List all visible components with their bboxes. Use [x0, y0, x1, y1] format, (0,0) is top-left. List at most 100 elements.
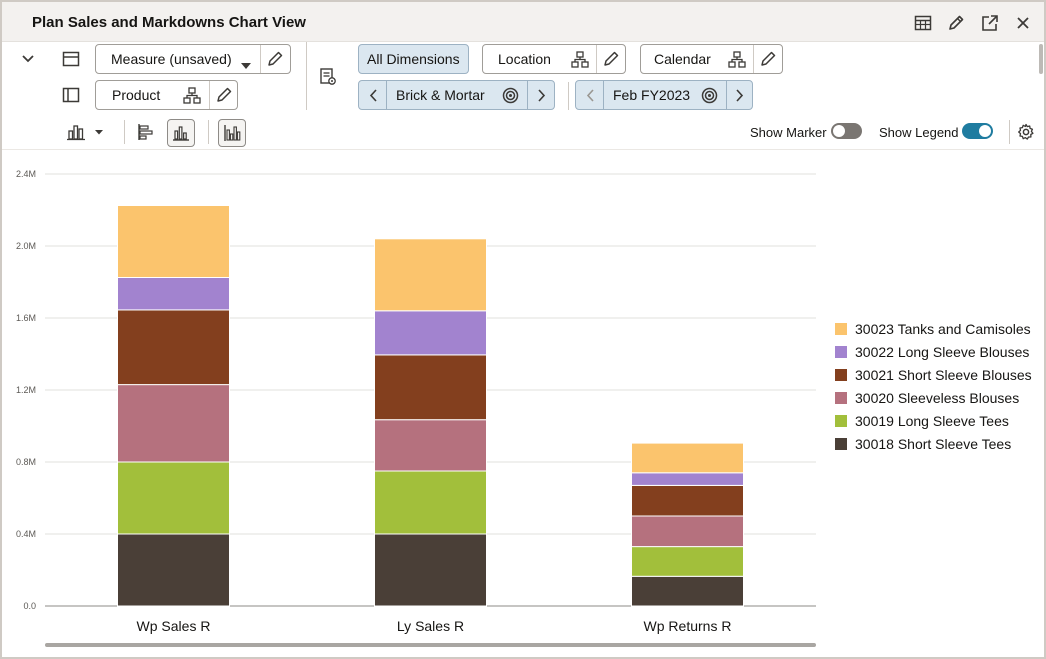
settings-gear-icon[interactable] — [1015, 121, 1037, 143]
hierarchy-icon[interactable] — [183, 87, 201, 107]
layout-column-icon[interactable] — [60, 85, 82, 105]
dropdown-caret-icon[interactable] — [241, 56, 251, 72]
bar-chart-type-icon[interactable] — [66, 123, 106, 141]
toolbar-divider — [1009, 120, 1010, 144]
legend-swatch — [835, 392, 847, 404]
legend-item[interactable]: 30023 Tanks and Camisoles — [835, 320, 1031, 338]
chevron-right-icon[interactable] — [735, 89, 744, 105]
y-tick-label: 1.2M — [16, 385, 36, 395]
show-legend-label: Show Legend — [879, 125, 959, 140]
y-tick-label: 0.4M — [16, 529, 36, 539]
bar-segment — [631, 515, 744, 548]
horizontal-bar-icon[interactable] — [134, 120, 158, 144]
bar-segment — [631, 575, 744, 607]
calendar-label: Calendar — [654, 51, 711, 67]
edit-product-pencil-icon[interactable] — [215, 86, 233, 107]
dimension-toolbar: Measure (unsaved) Product All Dimensions… — [2, 42, 1044, 150]
calendar-navigator[interactable]: Feb FY2023 — [575, 80, 753, 110]
legend-label: 30021 Short Sleeve Blouses — [855, 367, 1032, 383]
bar-segment — [117, 277, 230, 311]
legend-swatch — [835, 346, 847, 358]
product-label: Product — [112, 87, 161, 103]
measure-label: Measure (unsaved) — [111, 51, 232, 67]
location-label: Location — [498, 51, 551, 67]
pill-divider — [753, 45, 754, 73]
legend-label: 30023 Tanks and Camisoles — [855, 321, 1031, 337]
layout-row-icon[interactable] — [60, 49, 82, 69]
horizontal-scrollbar[interactable] — [45, 643, 816, 647]
chart-type-selector[interactable] — [62, 121, 110, 143]
bar-segment — [374, 354, 487, 421]
legend-swatch — [835, 415, 847, 427]
bar-segment — [117, 309, 230, 386]
chevron-right-icon[interactable] — [537, 89, 546, 105]
legend-label: 30018 Short Sleeve Tees — [855, 436, 1012, 452]
x-tick-label: Wp Returns R — [644, 618, 732, 634]
legend-item[interactable]: 30020 Sleeveless Blouses — [835, 389, 1019, 407]
legend-item[interactable]: 30018 Short Sleeve Tees — [835, 435, 1011, 453]
location-value: Brick & Mortar — [396, 87, 485, 103]
edit-pencil-icon[interactable] — [945, 12, 967, 34]
edit-calendar-pencil-icon[interactable] — [759, 50, 777, 71]
expand-icon[interactable] — [979, 12, 1001, 34]
bar-segment — [374, 419, 487, 472]
legend-label: 30019 Long Sleeve Tees — [855, 413, 1009, 429]
bar-segment — [117, 205, 230, 278]
x-tick-label: Ly Sales R — [397, 618, 464, 634]
chevron-left-icon[interactable] — [586, 89, 595, 105]
legend-item[interactable]: 30019 Long Sleeve Tees — [835, 412, 1009, 430]
bar-segment — [631, 484, 744, 517]
calendar-dimension[interactable]: Calendar — [640, 44, 783, 74]
y-tick-label: 1.6M — [16, 313, 36, 323]
vertical-bar-icon[interactable] — [167, 119, 195, 147]
chevron-left-icon[interactable] — [369, 89, 378, 105]
edit-location-pencil-icon[interactable] — [602, 50, 620, 71]
legend-swatch — [835, 369, 847, 381]
y-tick-label: 0.8M — [16, 457, 36, 467]
measure-selector[interactable]: Measure (unsaved) — [95, 44, 291, 74]
window-title: Plan Sales and Markdowns Chart View — [32, 14, 306, 31]
y-tick-label: 2.4M — [16, 169, 36, 179]
data-filter-icon[interactable] — [316, 66, 340, 88]
y-tick-label: 0.0 — [23, 601, 36, 611]
pill-divider — [603, 81, 604, 109]
location-navigator[interactable]: Brick & Mortar — [358, 80, 555, 110]
product-dimension[interactable]: Product — [95, 80, 238, 110]
edit-measure-pencil-icon[interactable] — [266, 50, 284, 71]
hierarchy-icon[interactable] — [728, 51, 746, 71]
grouped-bar-icon[interactable] — [218, 119, 246, 147]
legend-item[interactable]: 30021 Short Sleeve Blouses — [835, 366, 1032, 384]
title-bar: Plan Sales and Markdowns Chart View — [2, 2, 1044, 42]
bar-segment — [631, 546, 744, 577]
show-legend-toggle[interactable] — [962, 123, 993, 139]
collapse-chevron-icon[interactable] — [16, 50, 40, 68]
x-tick-label: Wp Sales R — [137, 618, 211, 634]
legend-item[interactable]: 30022 Long Sleeve Blouses — [835, 343, 1029, 361]
hierarchy-icon[interactable] — [571, 51, 589, 71]
pill-divider — [209, 81, 210, 109]
bar-segment — [374, 533, 487, 607]
bar-segment — [374, 238, 487, 312]
legend-swatch — [835, 323, 847, 335]
toolbar-divider — [306, 42, 307, 110]
target-icon[interactable] — [502, 87, 519, 107]
show-marker-label: Show Marker — [750, 125, 827, 140]
bar-segment — [631, 442, 744, 474]
legend-label: 30020 Sleeveless Blouses — [855, 390, 1020, 406]
legend-label: 30022 Long Sleeve Blouses — [855, 344, 1030, 360]
table-view-icon[interactable] — [912, 12, 934, 34]
vertical-scrollbar[interactable] — [1039, 44, 1043, 74]
calendar-value: Feb FY2023 — [613, 87, 691, 103]
all-dimensions-button[interactable]: All Dimensions — [358, 44, 469, 74]
bar-segment — [117, 533, 230, 607]
close-icon[interactable] — [1012, 12, 1034, 34]
stacked-bar-chart: 0.0 0.4M 0.8M 1.2M 1.6M 2.0M 2.4M Wp Sales R Ly … — [16, 169, 816, 634]
target-icon[interactable] — [701, 87, 718, 107]
pill-divider — [386, 81, 387, 109]
location-dimension[interactable]: Location — [482, 44, 626, 74]
bar-segment — [631, 472, 744, 486]
pill-divider — [260, 45, 261, 73]
show-marker-toggle[interactable] — [831, 123, 862, 139]
bar-segment — [374, 470, 487, 535]
pill-divider — [527, 81, 528, 109]
